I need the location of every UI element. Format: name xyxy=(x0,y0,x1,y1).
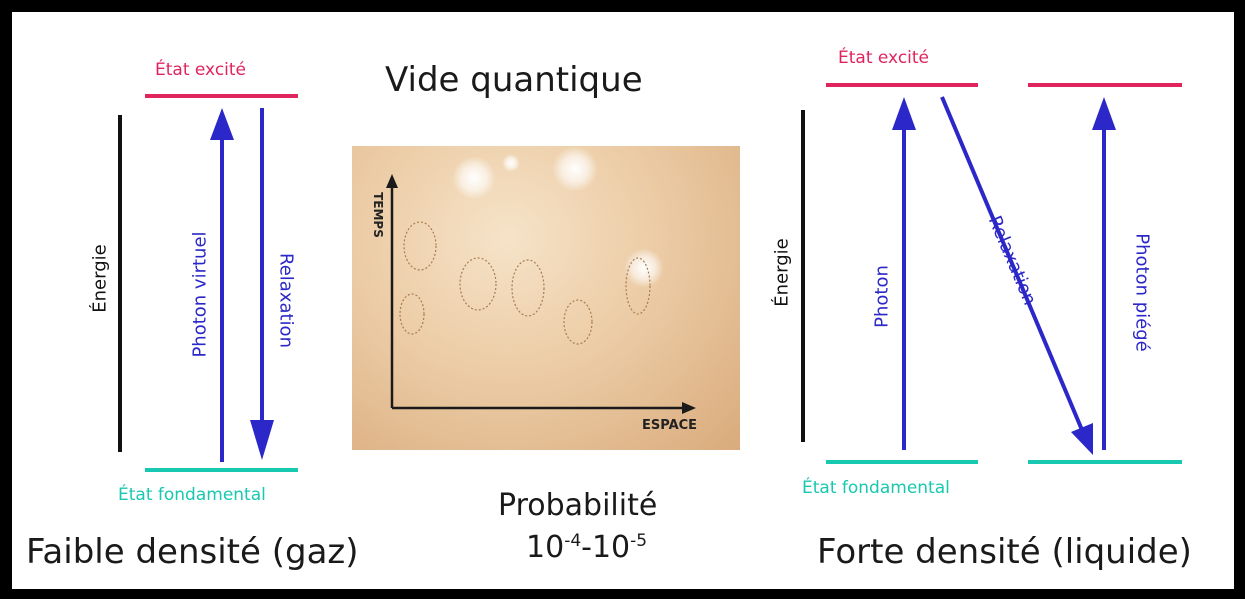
right-ground-label: État fondamental xyxy=(802,478,950,498)
left-caption: Faible densité (gaz) xyxy=(26,532,359,572)
probability-exponent-1: -4 xyxy=(564,531,582,551)
right-relaxation-arrow xyxy=(940,96,1084,431)
vacuum-title: Vide quantique xyxy=(385,60,643,100)
virtual-pair-loop xyxy=(511,259,545,317)
left-photon-virtual-label: Photon virtuel xyxy=(189,231,211,358)
vacuum-flash xyxy=(624,248,664,288)
right-photon-trapped-arrowhead xyxy=(1092,97,1116,130)
right-photon-arrowhead xyxy=(892,97,916,130)
virtual-pair-loop xyxy=(399,293,425,335)
right-caption: Forte densité (liquide) xyxy=(817,532,1192,572)
time-axis-label: TEMPS xyxy=(371,192,385,238)
left-photon-virtual-arrowhead xyxy=(210,108,234,140)
right-photon-trapped-label: Photon piégé xyxy=(1131,233,1153,352)
quantum-vacuum-panel: TEMPS ESPACE xyxy=(352,146,740,450)
virtual-pair-loop xyxy=(459,257,497,311)
space-axis-arrowhead xyxy=(682,402,696,414)
probability-exponent-2: -5 xyxy=(630,531,648,551)
vacuum-flash xyxy=(552,146,598,192)
vacuum-flash xyxy=(502,154,520,172)
left-relaxation-label: Relaxation xyxy=(275,253,297,348)
probability-value: 10-4-10-5 xyxy=(526,530,647,565)
right-energy-label: Énergie xyxy=(771,238,793,307)
space-axis-label: ESPACE xyxy=(642,418,698,433)
probability-label: Probabilité xyxy=(498,488,658,523)
virtual-pair-loop xyxy=(403,221,437,271)
time-axis-arrowhead xyxy=(386,174,398,188)
left-excited-label: État excité xyxy=(155,60,247,80)
left-relaxation-arrowhead xyxy=(250,420,274,460)
right-photon-label: Photon xyxy=(871,265,893,328)
right-relaxation-arrowhead xyxy=(1071,423,1093,455)
probability-base-1: 10 xyxy=(526,530,565,565)
probability-separator: - xyxy=(581,530,592,565)
virtual-pair-loop xyxy=(625,257,651,315)
right-excited-label: État excité xyxy=(838,48,930,68)
probability-base-2: 10 xyxy=(591,530,631,565)
spacetime-plot xyxy=(386,174,696,414)
virtual-pair-loop xyxy=(563,299,593,345)
left-ground-label: État fondamental xyxy=(118,485,266,505)
left-energy-label: Énergie xyxy=(89,244,111,313)
vacuum-flash xyxy=(452,156,496,200)
